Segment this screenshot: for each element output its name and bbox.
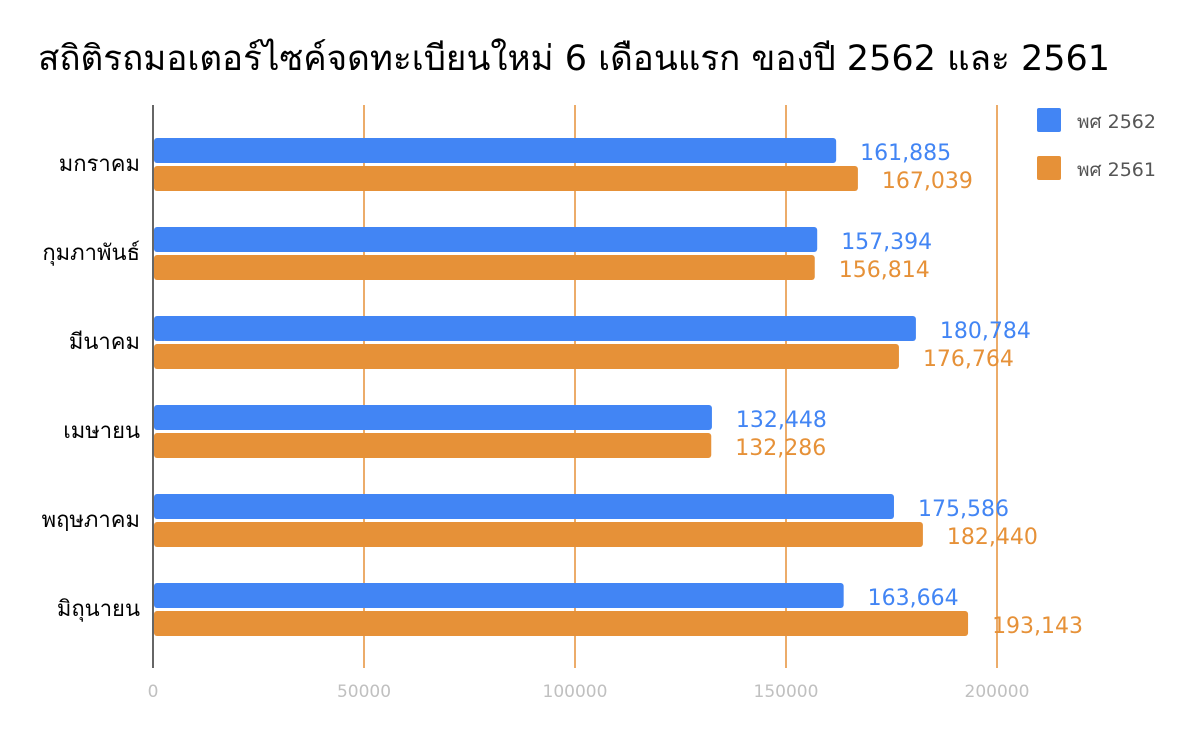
bar [154, 494, 894, 519]
data-label: 163,664 [868, 586, 959, 611]
bar [154, 611, 969, 636]
category-label: มิถุนายน [57, 597, 140, 622]
category-label: มกราคม [59, 152, 140, 177]
data-label: 193,143 [992, 614, 1083, 639]
bar [154, 522, 923, 547]
bar [154, 405, 712, 430]
bar [154, 166, 858, 191]
category-labels: มกราคมกุมภาพันธ์มีนาคมเมษายนพฤษภาคมมิถุน… [42, 152, 140, 622]
category-label: พฤษภาคม [42, 508, 140, 533]
bar [154, 255, 815, 280]
bar [154, 227, 818, 252]
data-labels: 161,885 167,039 157,394 156,814 180,784 176,7… [735, 141, 1083, 639]
chart-title: สถิติรถมอเตอร์ไซค์จดทะเบียนใหม่ 6 เดือนแ… [38, 38, 1110, 79]
legend-label: พศ 2562 [1077, 111, 1156, 133]
legend-label: พศ 2561 [1077, 159, 1156, 181]
bar [154, 583, 844, 608]
data-label: 157,394 [841, 230, 932, 255]
x-tick-label: 100000 [543, 682, 608, 702]
bars [154, 138, 969, 636]
category-label: เมษายน [63, 419, 140, 444]
bar [154, 316, 916, 341]
data-label: 180,784 [940, 319, 1031, 344]
x-tick-label: 0 [148, 682, 159, 702]
category-label: กุมภาพันธ์ [42, 241, 140, 266]
data-label: 176,764 [923, 347, 1014, 372]
legend-swatch [1037, 108, 1061, 132]
legend-swatch [1037, 156, 1061, 180]
x-tick-label: 50000 [337, 682, 391, 702]
data-label: 167,039 [882, 169, 973, 194]
x-tick-labels: 0 50000 100000 150000 200000 [148, 682, 1030, 702]
legend: พศ 2562 พศ 2561 [1037, 108, 1156, 181]
data-label: 132,286 [735, 436, 826, 461]
data-label: 156,814 [839, 258, 930, 283]
data-label: 161,885 [860, 141, 951, 166]
bar [154, 344, 899, 369]
gridlines [152, 105, 998, 668]
data-label: 132,448 [736, 408, 827, 433]
x-tick-label: 200000 [965, 682, 1030, 702]
x-tick-label: 150000 [754, 682, 819, 702]
bar [154, 433, 712, 458]
data-label: 182,440 [947, 525, 1038, 550]
category-label: มีนาคม [69, 330, 140, 355]
data-label: 175,586 [918, 497, 1009, 522]
bar [154, 138, 837, 163]
